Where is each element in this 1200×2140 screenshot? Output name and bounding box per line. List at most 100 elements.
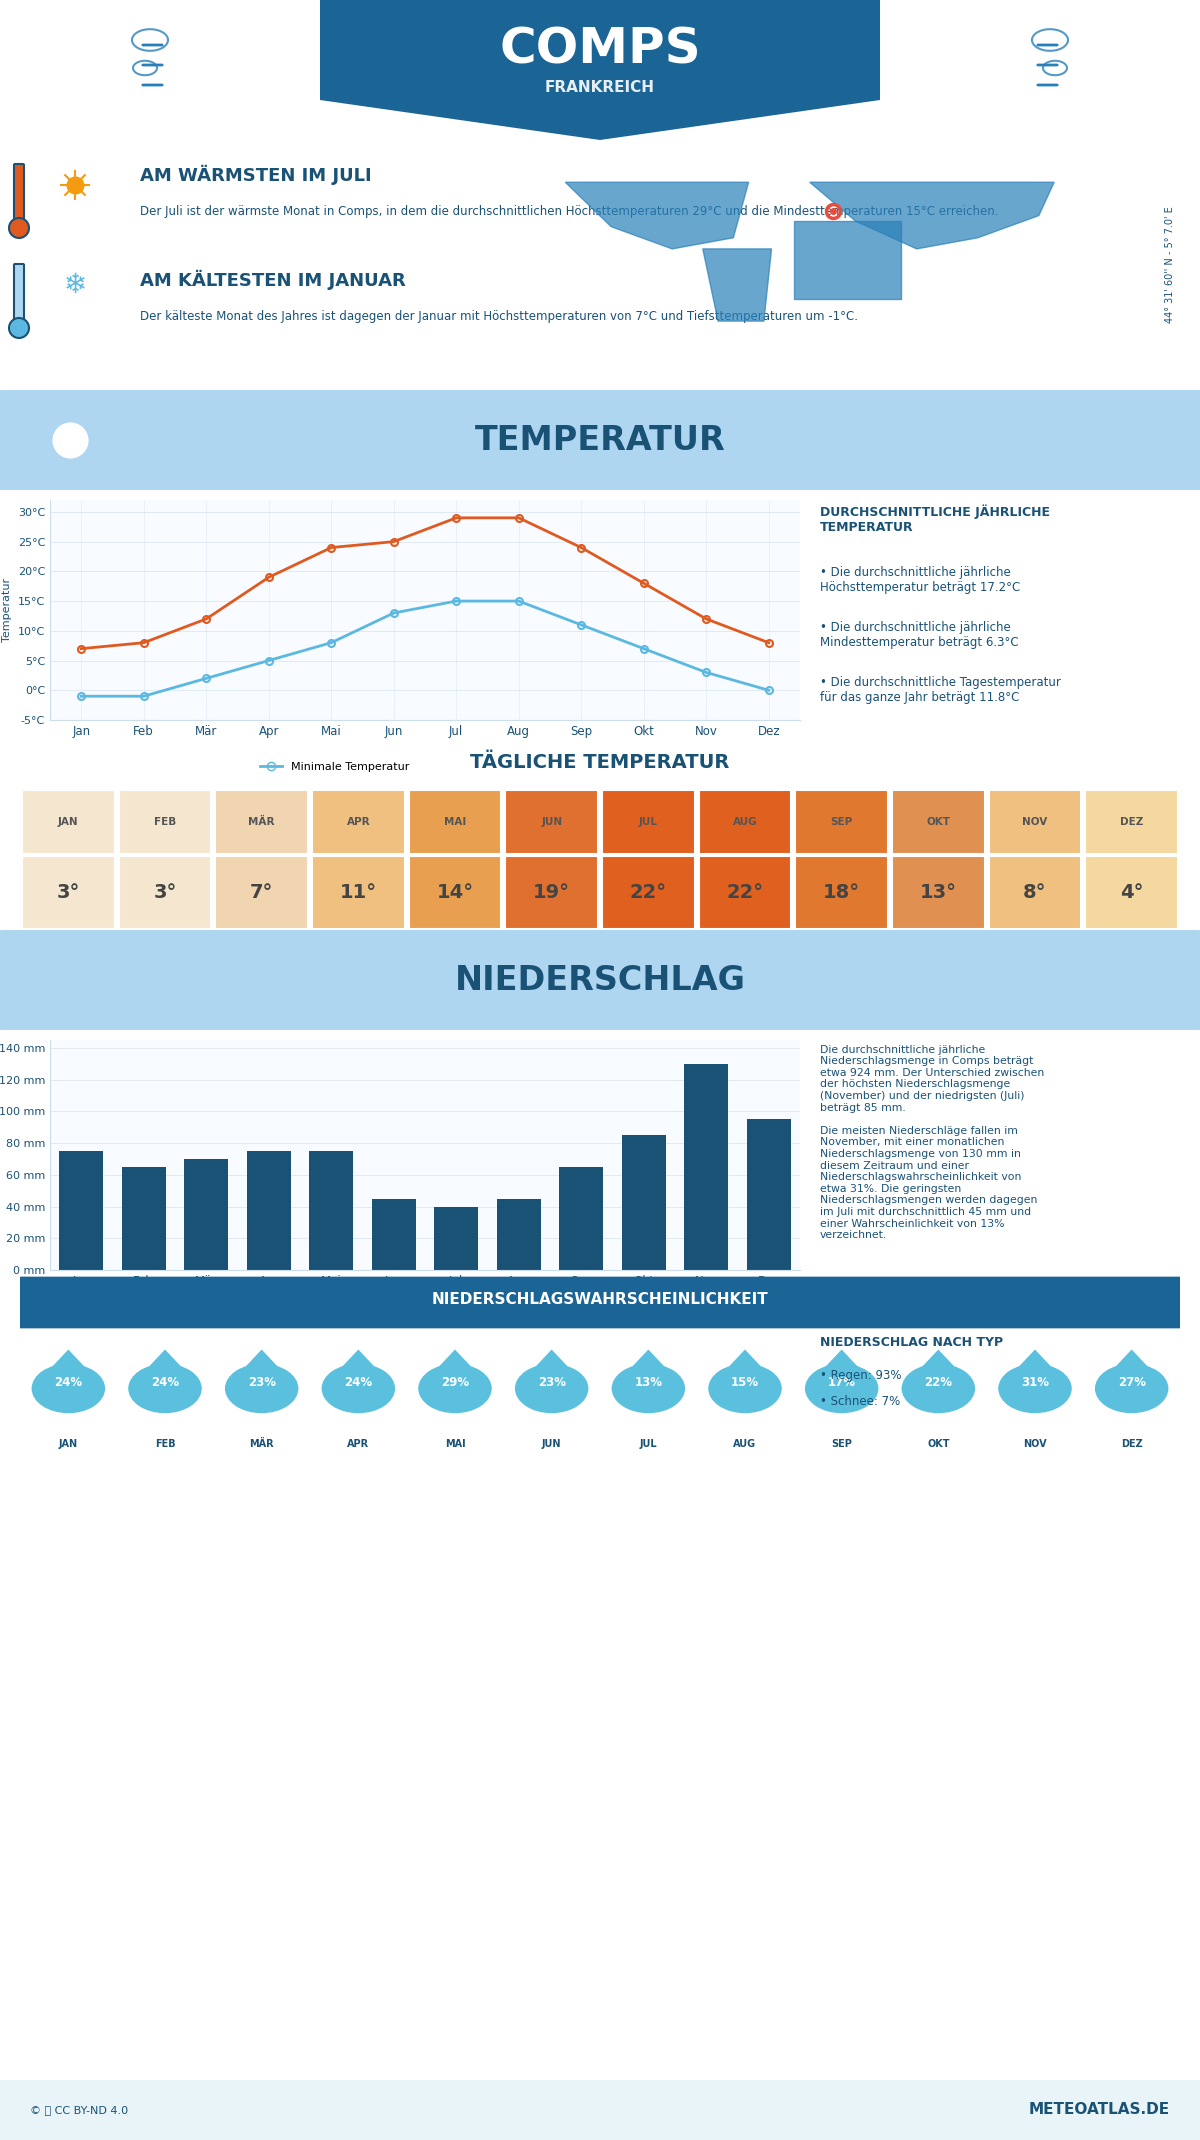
Text: AM WÄRMSTEN IM JULI: AM WÄRMSTEN IM JULI xyxy=(140,165,372,186)
Polygon shape xyxy=(612,1350,685,1389)
Polygon shape xyxy=(320,0,880,139)
Text: AM KÄLTESTEN IM JANUAR: AM KÄLTESTEN IM JANUAR xyxy=(140,270,406,291)
FancyBboxPatch shape xyxy=(0,2080,1200,2140)
Polygon shape xyxy=(1094,1350,1169,1389)
Circle shape xyxy=(419,1363,492,1412)
Text: NOV: NOV xyxy=(1022,817,1048,826)
FancyBboxPatch shape xyxy=(14,263,24,325)
Text: 3°: 3° xyxy=(154,884,176,901)
Polygon shape xyxy=(565,182,749,248)
Circle shape xyxy=(128,1363,202,1412)
FancyBboxPatch shape xyxy=(215,856,308,929)
Text: 24%: 24% xyxy=(54,1376,83,1389)
FancyBboxPatch shape xyxy=(119,790,211,854)
Polygon shape xyxy=(419,1350,492,1389)
Circle shape xyxy=(708,1363,781,1412)
FancyBboxPatch shape xyxy=(408,856,502,929)
Bar xyxy=(59,1151,103,1269)
FancyBboxPatch shape xyxy=(602,856,695,929)
FancyBboxPatch shape xyxy=(1085,856,1178,929)
Text: 13%: 13% xyxy=(635,1376,662,1389)
Text: SEP: SEP xyxy=(830,817,853,826)
Text: Der Juli ist der wärmste Monat in Comps, in dem die durchschnittlichen Höchsttem: Der Juli ist der wärmste Monat in Comps,… xyxy=(140,205,998,218)
FancyBboxPatch shape xyxy=(505,790,598,854)
FancyBboxPatch shape xyxy=(796,790,888,854)
Text: JUL: JUL xyxy=(638,817,658,826)
Text: 44° 31' 60'' N - 5° 7.0' E: 44° 31' 60'' N - 5° 7.0' E xyxy=(1165,208,1175,323)
Text: MAI: MAI xyxy=(445,1438,466,1449)
Text: OKT: OKT xyxy=(928,1438,949,1449)
Text: FEB: FEB xyxy=(154,817,176,826)
Polygon shape xyxy=(31,1350,106,1389)
FancyBboxPatch shape xyxy=(698,790,792,854)
FancyBboxPatch shape xyxy=(22,856,115,929)
Text: MÄR: MÄR xyxy=(248,817,275,826)
Text: 17%: 17% xyxy=(828,1376,856,1389)
FancyBboxPatch shape xyxy=(0,1278,1200,1329)
FancyBboxPatch shape xyxy=(312,790,404,854)
FancyBboxPatch shape xyxy=(0,922,1200,1038)
Text: • Regen: 93%: • Regen: 93% xyxy=(820,1370,901,1382)
Text: JAN: JAN xyxy=(59,1438,78,1449)
Text: 27%: 27% xyxy=(1117,1376,1146,1389)
Text: SEP: SEP xyxy=(832,1438,852,1449)
Text: FRANKREICH: FRANKREICH xyxy=(545,81,655,96)
Text: TEMPERATUR: TEMPERATUR xyxy=(475,424,725,456)
Bar xyxy=(559,1166,604,1269)
Text: 22°: 22° xyxy=(630,884,667,901)
Circle shape xyxy=(612,1363,685,1412)
Text: 22°: 22° xyxy=(726,884,763,901)
Circle shape xyxy=(224,1363,299,1412)
FancyBboxPatch shape xyxy=(14,165,24,227)
Circle shape xyxy=(998,1363,1072,1412)
Y-axis label: Temperatur: Temperatur xyxy=(2,578,12,642)
Circle shape xyxy=(10,319,29,338)
Text: 31%: 31% xyxy=(1021,1376,1049,1389)
Legend: Niederschlagssumme: Niederschlagssumme xyxy=(194,1297,355,1316)
FancyBboxPatch shape xyxy=(408,790,502,854)
Text: AUG: AUG xyxy=(733,1438,756,1449)
Bar xyxy=(372,1198,415,1269)
FancyBboxPatch shape xyxy=(0,383,1200,499)
Text: 13°: 13° xyxy=(920,884,956,901)
Text: JUN: JUN xyxy=(541,817,563,826)
FancyBboxPatch shape xyxy=(796,856,888,929)
Text: AUG: AUG xyxy=(733,817,757,826)
Text: JUN: JUN xyxy=(542,1438,562,1449)
Text: NOV: NOV xyxy=(1024,1438,1046,1449)
Text: © ⓘ CC BY-ND 4.0: © ⓘ CC BY-ND 4.0 xyxy=(30,2106,128,2114)
Bar xyxy=(434,1207,478,1269)
Text: JAN: JAN xyxy=(58,817,79,826)
Text: 24%: 24% xyxy=(344,1376,372,1389)
Circle shape xyxy=(805,1363,878,1412)
Circle shape xyxy=(1094,1363,1169,1412)
Text: 22%: 22% xyxy=(924,1376,953,1389)
Text: DURCHSCHNITTLICHE JÄHRLICHE
TEMPERATUR: DURCHSCHNITTLICHE JÄHRLICHE TEMPERATUR xyxy=(820,505,1050,535)
Bar xyxy=(247,1151,290,1269)
Text: 24%: 24% xyxy=(151,1376,179,1389)
Text: MÄR: MÄR xyxy=(250,1438,274,1449)
Polygon shape xyxy=(224,1350,299,1389)
Text: Der kälteste Monat des Jahres ist dagegen der Januar mit Höchsttemperaturen von : Der kälteste Monat des Jahres ist dagege… xyxy=(140,310,858,323)
Text: 19°: 19° xyxy=(533,884,570,901)
FancyBboxPatch shape xyxy=(505,856,598,929)
Text: TÄGLICHE TEMPERATUR: TÄGLICHE TEMPERATUR xyxy=(470,753,730,773)
Text: DEZ: DEZ xyxy=(1120,817,1144,826)
Text: 18°: 18° xyxy=(823,884,860,901)
Text: DEZ: DEZ xyxy=(1121,1438,1142,1449)
Text: FEB: FEB xyxy=(155,1438,175,1449)
FancyBboxPatch shape xyxy=(989,790,1081,854)
Text: • Schnee: 7%: • Schnee: 7% xyxy=(820,1395,900,1408)
FancyBboxPatch shape xyxy=(989,856,1081,929)
FancyBboxPatch shape xyxy=(892,856,985,929)
Text: 7°: 7° xyxy=(250,884,274,901)
Text: 8°: 8° xyxy=(1024,884,1046,901)
Bar xyxy=(497,1198,541,1269)
Text: 11°: 11° xyxy=(340,884,377,901)
Polygon shape xyxy=(810,182,1054,248)
FancyBboxPatch shape xyxy=(602,790,695,854)
Polygon shape xyxy=(515,1350,588,1389)
Bar xyxy=(622,1134,666,1269)
FancyBboxPatch shape xyxy=(119,856,211,929)
FancyBboxPatch shape xyxy=(1085,790,1178,854)
